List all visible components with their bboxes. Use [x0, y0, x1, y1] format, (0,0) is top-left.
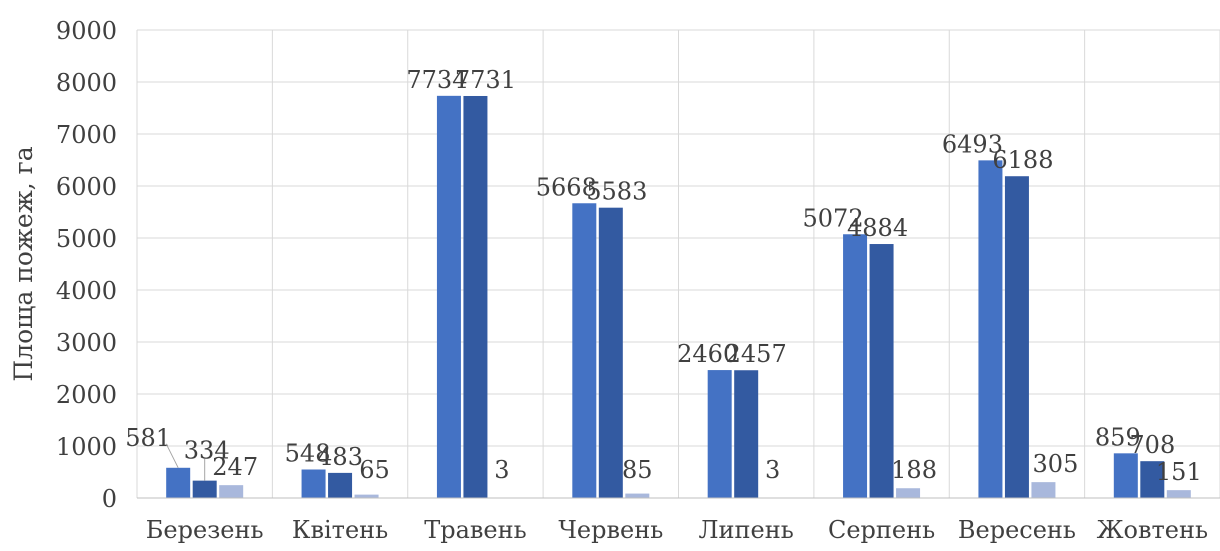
bar	[1031, 482, 1056, 498]
bar	[896, 488, 921, 498]
bar	[219, 485, 244, 498]
bar	[436, 95, 461, 498]
x-tick-label: Серпень	[828, 516, 935, 544]
bar	[843, 234, 868, 499]
bar	[166, 467, 191, 498]
bar	[463, 95, 488, 498]
data-label: 247	[212, 453, 258, 481]
y-tick-label: 2000	[56, 381, 117, 409]
data-label: 5583	[586, 178, 647, 206]
bar	[978, 160, 1003, 498]
data-label: 7731	[455, 66, 516, 94]
data-label: 2460	[677, 340, 738, 368]
x-tick-label: Вересень	[958, 516, 1076, 544]
bar	[1113, 453, 1138, 498]
x-tick-label: Березень	[146, 516, 264, 544]
bar	[301, 469, 326, 498]
y-tick-label: 9000	[56, 17, 117, 45]
data-label: 5668	[536, 173, 597, 201]
y-axis-ticks: 0 1000 2000 3000 4000 5000 6000 7000 8000 9000	[56, 17, 117, 513]
bars	[166, 95, 1191, 499]
bar	[192, 480, 217, 498]
grid-lines	[136, 29, 1220, 498]
bar	[734, 370, 759, 498]
bar	[1166, 490, 1191, 498]
bar	[598, 207, 623, 498]
bar	[328, 472, 353, 498]
y-tick-label: 8000	[56, 69, 117, 97]
x-tick-label: Квітень	[292, 516, 388, 544]
y-tick-label: 0	[102, 485, 117, 513]
y-tick-label: 3000	[56, 329, 117, 357]
y-axis-label: Площа пожеж, га	[9, 146, 38, 381]
y-tick-label: 7000	[56, 121, 117, 149]
x-tick-label: Липень	[699, 516, 794, 544]
data-label: 305	[1033, 450, 1079, 478]
data-label: 581	[125, 424, 171, 452]
y-tick-label: 6000	[56, 173, 117, 201]
bar	[707, 370, 732, 498]
x-tick-label: Червень	[558, 516, 663, 544]
leader-line	[165, 443, 179, 469]
bar	[869, 244, 894, 498]
x-tick-label: Жовтень	[1097, 516, 1208, 544]
data-label: 151	[1156, 458, 1202, 486]
data-label: 2457	[726, 340, 787, 368]
x-axis-ticks: Березень Квітень Травень Червень Липень Серпе…	[146, 516, 1208, 544]
bar	[625, 493, 650, 498]
data-label: 65	[359, 456, 390, 484]
data-label: 859	[1095, 423, 1141, 451]
y-tick-label: 4000	[56, 277, 117, 305]
data-label: 483	[317, 443, 363, 471]
data-label: 7734	[406, 66, 467, 94]
bar	[1004, 176, 1029, 498]
data-label: 6493	[942, 130, 1003, 158]
data-label: 6188	[992, 146, 1053, 174]
data-label: 3	[765, 456, 780, 484]
bar	[1140, 461, 1165, 498]
data-label: 85	[622, 456, 653, 484]
data-label: 708	[1129, 431, 1175, 459]
data-label: 548	[285, 440, 331, 468]
data-label: 5072	[803, 204, 864, 232]
bar	[354, 494, 379, 498]
bar	[572, 203, 597, 498]
y-tick-label: 5000	[56, 225, 117, 253]
y-tick-label: 1000	[56, 433, 117, 461]
x-tick-label: Травень	[424, 516, 526, 544]
data-label: 334	[184, 437, 230, 465]
data-label: 188	[891, 456, 937, 484]
data-label: 4884	[847, 214, 908, 242]
data-label: 3	[494, 456, 509, 484]
